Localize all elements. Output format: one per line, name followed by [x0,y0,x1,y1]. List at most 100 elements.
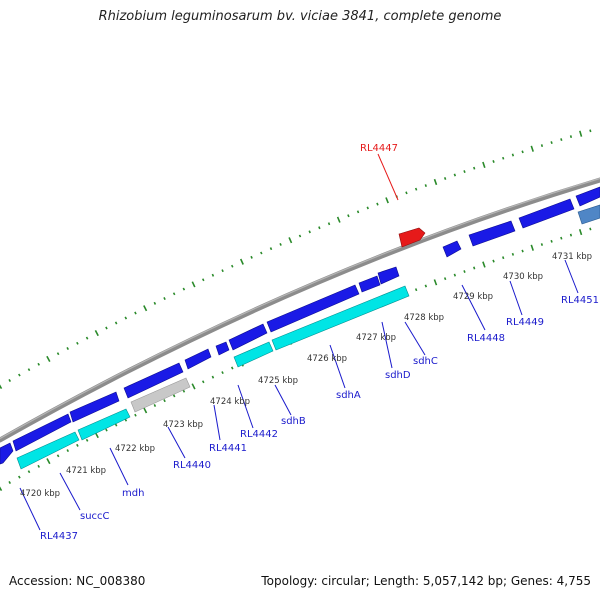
gene-feature[interactable] [442,240,462,258]
gene-label-rl4449[interactable]: RL4449 [506,317,544,328]
genome-backbone-highlight [0,177,600,440]
tick-mark [463,270,466,273]
tick-mark [579,130,583,137]
tick-mark [0,384,3,389]
tick-mark [589,227,592,231]
gene-feature[interactable] [468,220,516,247]
tick-mark [463,170,466,174]
tick-mark [550,141,553,145]
gene-label-rl4447[interactable]: RL4447 [360,143,398,154]
tick-mark [163,297,166,301]
gene-feature[interactable] [123,362,184,399]
gene-feature[interactable] [233,341,274,368]
gene-label-rl4448[interactable]: RL4448 [467,333,505,344]
tick-mark [211,375,215,379]
tick-mark [569,135,573,139]
gene-label-rl4437[interactable]: RL4437 [40,531,78,542]
tick-mark [260,251,263,255]
gene-feature[interactable] [271,285,410,351]
tick-mark [453,273,457,277]
pseudo-gene-feature[interactable] [130,377,191,413]
gene-feature[interactable] [12,413,72,452]
tick-mark [56,454,60,458]
tick-mark [66,449,70,453]
gene-feature[interactable] [77,408,131,441]
tick-mark [37,362,41,366]
gene-feature[interactable] [69,391,120,423]
kbp-label: 4728 kbp [404,313,444,323]
gene-feature[interactable] [358,275,381,293]
tick-mark [76,443,79,447]
gene-feature[interactable] [0,442,14,465]
tick-mark [327,222,331,226]
tick-mark [114,321,118,325]
tick-mark [8,379,12,382]
tick-mark [405,191,408,195]
tick-mark [308,230,311,234]
other-feature[interactable] [577,204,600,225]
tick-mark [356,210,360,214]
tick-mark [530,145,534,152]
kbp-label: 4729 kbp [453,292,493,302]
tick-mark [550,239,553,243]
tick-mark [172,292,176,296]
gene-label-rl4440[interactable]: RL4440 [173,460,211,471]
highlighted-gene-feature[interactable] [398,227,426,248]
gene-feature[interactable] [228,323,268,351]
gene-feature[interactable] [215,341,230,356]
tick-mark [511,252,515,256]
gene-feature[interactable] [575,186,600,207]
tick-mark [560,138,563,142]
tick-mark [76,341,79,345]
tick-mark [298,234,302,238]
tick-mark [201,380,205,384]
gene-label-rl4451[interactable]: RL4451 [561,295,599,306]
forward-strand-genes [0,186,600,465]
tick-mark [163,399,166,403]
tick-mark [578,228,583,236]
genome-backbone [0,177,600,443]
map-title: Rhizobium leguminosarum bv. viciae 3841,… [98,9,502,24]
tick-mark [134,413,137,417]
gene-label-sdha[interactable]: sdhA [336,390,361,401]
tick-mark [46,355,51,362]
gene-label-sdhb[interactable]: sdhB [281,416,306,427]
accession-label: Accession: NC_008380 [9,574,146,588]
tick-mark [288,237,293,244]
gene-label-sdhd[interactable]: sdhD [385,370,411,381]
tick-mark [511,153,515,157]
gene-label-rl4441[interactable]: RL4441 [209,443,247,454]
tick-mark [18,373,21,377]
tick-mark [191,383,196,390]
tick-mark [143,407,148,414]
reverse-strand-genes [16,285,410,470]
tick-mark [85,438,89,442]
tick-mark [182,389,186,393]
tick-mark [105,428,108,432]
tick-mark [18,475,21,479]
gene-label-mdh[interactable]: mdh [122,488,144,499]
tick-mark [85,336,89,340]
tick-mark [589,129,592,133]
tick-mark [336,216,341,223]
gene-label-sdhc[interactable]: sdhC [413,356,438,367]
tick-mark [191,281,196,288]
gene-feature[interactable] [16,431,80,470]
genome-summary: Topology: circular; Length: 5,057,142 bp… [261,574,591,588]
tick-mark [502,156,505,160]
kbp-label: 4731 kbp [552,252,592,262]
gene-label-leaders [19,259,579,531]
gene-feature[interactable] [518,198,575,229]
gene-label-succc[interactable]: succC [80,511,110,522]
kbp-label: 4727 kbp [356,333,396,343]
tick-mark [569,233,573,237]
tick-mark [443,277,447,281]
gene-label-rl4442[interactable]: RL4442 [240,429,278,440]
tick-mark [540,243,544,246]
gene-feature[interactable] [266,284,360,333]
gene-feature[interactable] [377,266,400,285]
tick-mark [443,177,447,180]
gene-feature[interactable] [184,348,212,370]
tick-mark [347,214,350,218]
